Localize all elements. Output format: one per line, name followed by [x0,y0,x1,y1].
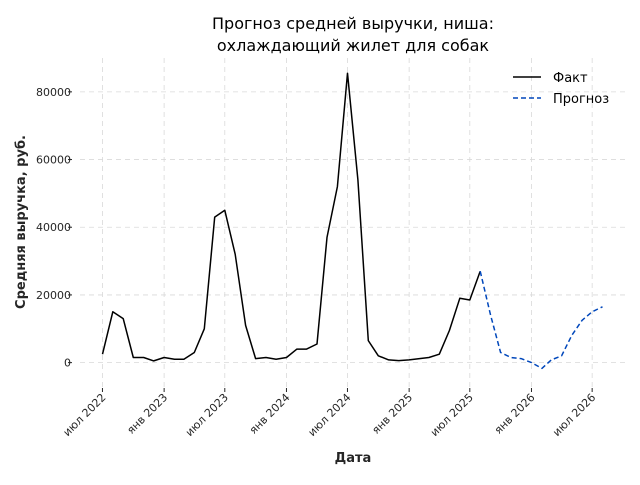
y-tick-label: 40000 [36,221,71,234]
grid [80,58,626,388]
series-line-forecast [479,271,603,370]
legend-label-forecast: Прогноз [553,92,609,107]
y-tick-label: 0 [64,357,71,370]
y-tick-label: 80000 [36,86,71,99]
y-axis-label: Средняя выручка, руб. [14,135,29,309]
y-tick-label: 20000 [36,289,71,302]
chart-title-line-2: охлаждающий жилет для собак [217,36,490,55]
y-tick-label: 60000 [36,154,71,167]
x-axis-label: Дата [335,451,372,466]
legend: Факт Прогноз [513,71,609,107]
series-line-fact [101,72,481,362]
chart-title-line-1: Прогноз средней выручки, ниша: [212,14,494,33]
legend-label-fact: Факт [553,71,588,86]
series-layer [101,72,603,370]
